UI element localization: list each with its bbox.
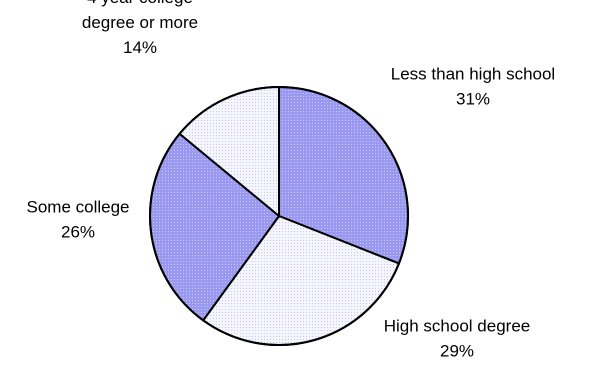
pie-slices [149, 85, 409, 346]
pie-slice-category-label: Some college [26, 198, 129, 217]
pie-slice-label-1: High school degree 29% [384, 317, 530, 361]
pie-slice-category-label: 4 year college [87, 0, 193, 7]
pie-slice-label-2: Some college 26% [26, 198, 129, 242]
pie-slice-value-label: 29% [440, 342, 474, 361]
pie-slice-label-0: Less than high school 31% [391, 65, 555, 109]
pie-slice-value-label: 14% [123, 38, 157, 57]
pie-slice-category-label: Less than high school [391, 65, 555, 84]
pie-slice-category-label: High school degree [384, 317, 530, 336]
pie-labels: Less than high school 31% High school degr… [26, 0, 555, 361]
pie-slice-value-label: 31% [456, 90, 490, 109]
pie-slice-value-label: 26% [61, 223, 95, 242]
pie-slice-label-3: 4 year college degree or more 14% [82, 0, 198, 57]
pie-slice-category-label: degree or more [82, 13, 198, 32]
pie-outline [149, 86, 409, 346]
